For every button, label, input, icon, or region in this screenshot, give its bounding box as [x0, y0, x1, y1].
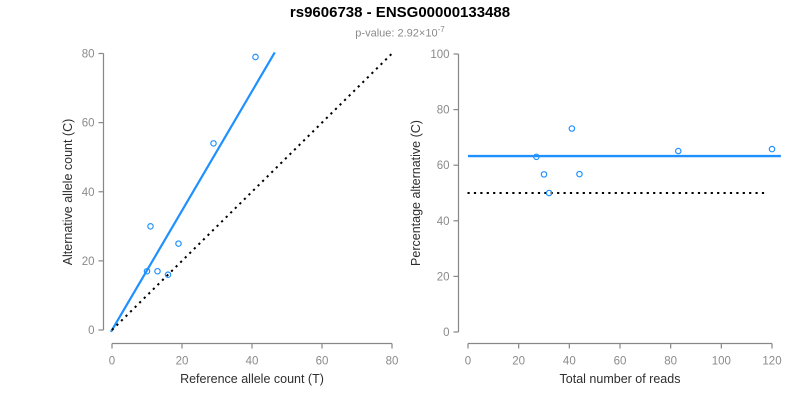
x-tick-label: 80	[386, 356, 399, 368]
fit-line	[110, 51, 276, 333]
data-point	[540, 171, 548, 178]
identity-line	[111, 51, 394, 331]
data-point	[147, 223, 154, 230]
x-tick-label: 120	[762, 356, 781, 368]
data-point	[533, 153, 540, 161]
y-tick-label: 40	[82, 187, 95, 199]
y-tick-label: 0	[88, 325, 94, 337]
x-tick-label: 60	[614, 356, 627, 368]
data-point	[164, 271, 172, 278]
y-tick-label: 40	[437, 216, 450, 228]
data-point	[210, 140, 217, 147]
x-tick-label: 0	[465, 356, 471, 368]
p-value-exponent: -7	[437, 25, 445, 34]
y-tick-label: 20	[437, 271, 450, 283]
y-tick-label: 100	[430, 49, 449, 61]
plot-subtitle: p-value: 2.92×10-7	[0, 25, 800, 40]
x-tick-label: 20	[512, 356, 525, 368]
x-tick-label: 100	[712, 356, 731, 368]
x-tick-label: 60	[316, 356, 329, 368]
data-point	[154, 267, 161, 275]
y-tick-label: 60	[82, 118, 95, 130]
x-tick-label: 40	[563, 356, 576, 368]
data-point	[674, 147, 682, 155]
data-point	[175, 240, 182, 247]
left-scatter-panel: 0 20 40 60 80 0 20 40 60 80	[82, 49, 399, 368]
p-value-text: p-value: 2.92×10	[355, 27, 438, 40]
x-tick-label: 0	[109, 356, 115, 368]
right-scatter-panel: 0 20 40 60 80 100 0 20 40 60 80 100 120	[430, 49, 781, 368]
plot-title: rs9606738 - ENSG00000133488	[289, 4, 511, 21]
x-tick-label: 20	[176, 356, 189, 368]
y-tick-label: 20	[82, 256, 95, 268]
data-point	[768, 145, 776, 153]
data-point	[545, 189, 553, 197]
right-y-axis-title: Percentage alternative (C)	[409, 120, 423, 266]
y-tick-label: 80	[437, 105, 450, 117]
y-tick-label: 0	[443, 327, 449, 339]
y-tick-label: 80	[82, 49, 95, 61]
right-x-axis-title: Total number of reads	[559, 372, 681, 386]
data-point	[252, 53, 259, 61]
data-point	[143, 267, 151, 275]
data-point	[568, 125, 576, 132]
left-y-axis-title: Alternative allele count (C)	[61, 118, 75, 266]
x-tick-label: 40	[246, 356, 259, 368]
y-tick-label: 60	[437, 160, 450, 172]
x-tick-label: 80	[664, 356, 677, 368]
data-point	[576, 170, 583, 178]
left-x-axis-title: Reference allele count (T)	[180, 372, 324, 386]
